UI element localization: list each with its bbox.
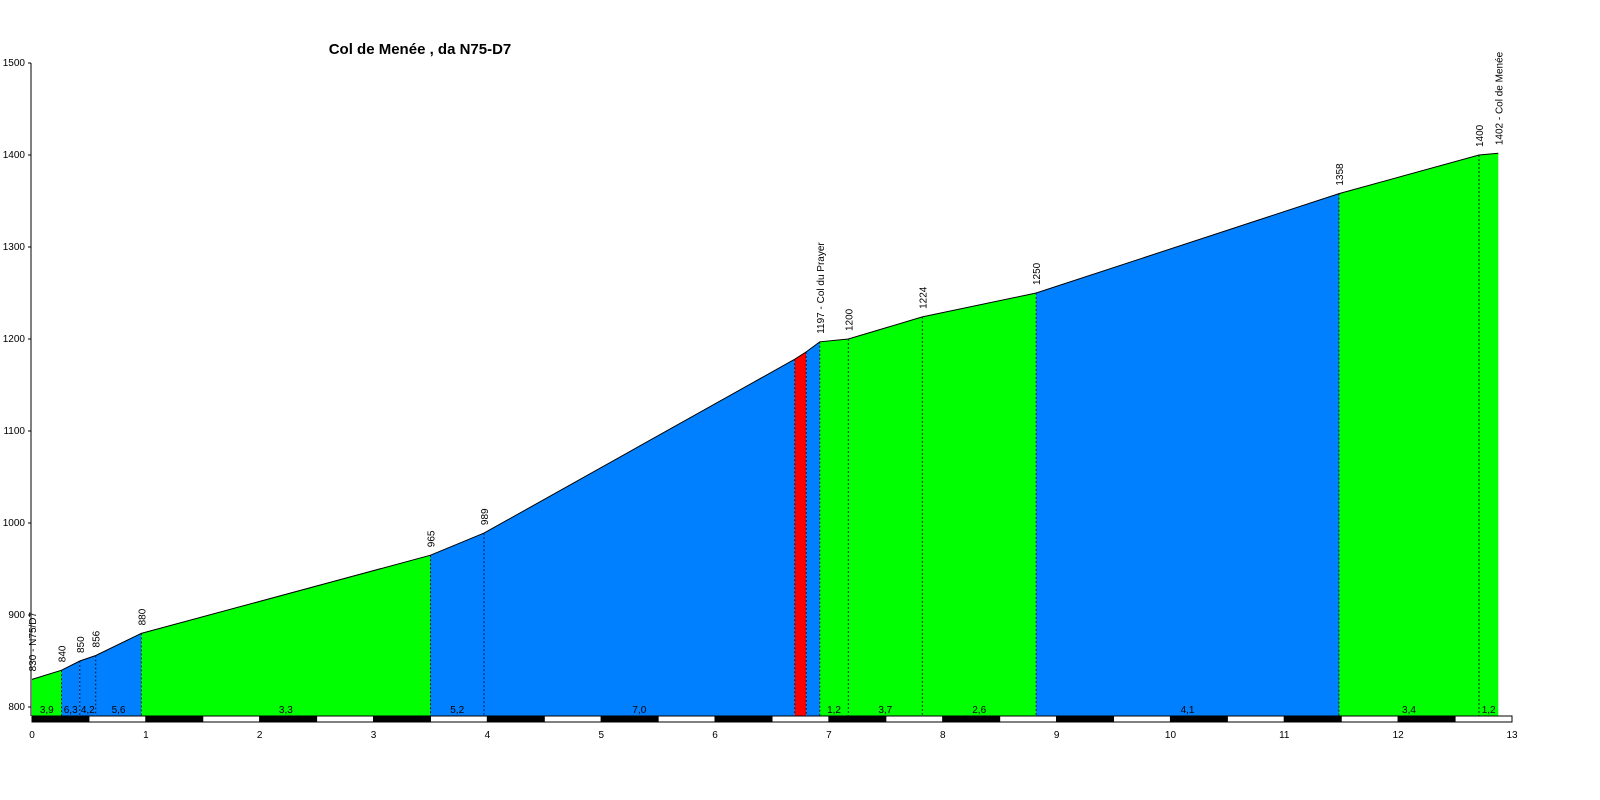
x-tick-label-7: 7 — [826, 730, 832, 741]
elevation-annotation-5: 965 — [426, 530, 437, 547]
x-axis-bar-section-16 — [942, 715, 1001, 723]
x-axis-bar-section-25 — [1454, 715, 1513, 723]
segment-grade-label-3: 5,6 — [112, 705, 126, 716]
elevation-annotation-6: 989 — [480, 508, 491, 525]
y-tick-label-1500: 1500 — [3, 58, 26, 69]
x-axis-bar-section-3 — [202, 715, 261, 723]
elevation-annotation-3: 856 — [92, 630, 103, 647]
elevation-annotation-1: 840 — [58, 645, 69, 662]
x-tick-label-10: 10 — [1165, 730, 1177, 741]
y-tick-label-1000: 1000 — [3, 518, 26, 529]
segment-grade-label-2: 4,2 — [81, 705, 95, 716]
x-axis-bar-section-22 — [1283, 715, 1342, 723]
x-axis-bar-section-11 — [657, 715, 716, 723]
segment-area-14 — [1479, 153, 1499, 716]
x-axis-bar-section-15 — [885, 715, 944, 723]
segment-area-1 — [61, 661, 80, 716]
segment-grade-label-10: 3,7 — [878, 705, 892, 716]
x-tick-label-3: 3 — [371, 730, 377, 741]
elevation-annotation-10: 1250 — [1032, 262, 1043, 285]
y-tick-label-900: 900 — [8, 610, 25, 621]
y-tick-label-1200: 1200 — [3, 334, 26, 345]
segment-area-10 — [848, 316, 923, 716]
x-axis-bar-section-8 — [486, 715, 545, 723]
elevation-annotation-11: 1358 — [1335, 163, 1346, 186]
x-axis-bar-section-23 — [1340, 715, 1399, 723]
segment-grade-label-1: 6,3 — [64, 705, 78, 716]
x-axis-bar-section-18 — [1056, 715, 1115, 723]
x-axis-bar-section-21 — [1226, 715, 1285, 723]
x-tick-label-5: 5 — [598, 730, 604, 741]
y-tick-label-1400: 1400 — [3, 150, 26, 161]
x-axis-bar-section-12 — [714, 715, 773, 723]
x-axis-bar-section-10 — [600, 715, 659, 723]
x-axis-bar-section-20 — [1169, 715, 1228, 723]
elevation-annotation-7: 1197 - Col du Prayer — [816, 242, 827, 334]
y-tick-label-800: 800 — [8, 702, 25, 713]
x-tick-label-1: 1 — [143, 730, 149, 741]
segment-area-0 — [32, 670, 62, 716]
x-axis-bar-section-1 — [88, 715, 147, 723]
elevation-annotation-2: 850 — [76, 636, 87, 653]
x-tick-label-6: 6 — [712, 730, 718, 741]
segment-area-8 — [806, 341, 820, 716]
x-axis-bar-section-14 — [828, 715, 887, 723]
segment-area-11 — [922, 293, 1037, 716]
x-tick-label-0: 0 — [29, 730, 35, 741]
y-tick-label-1100: 1100 — [3, 426, 25, 437]
x-axis-bar-section-0 — [31, 715, 90, 723]
x-axis-bar-section-24 — [1397, 715, 1456, 723]
segment-grade-label-6: 7,0 — [632, 705, 646, 716]
segment-area-7 — [794, 351, 807, 716]
segment-area-9 — [819, 339, 849, 716]
elevation-annotation-13: 1402 - Col de Menée — [1494, 51, 1505, 145]
segment-grade-label-5: 5,2 — [450, 705, 464, 716]
segment-dividers — [61, 155, 1480, 716]
segment-grade-label-11: 2,6 — [972, 705, 986, 716]
segment-area-13 — [1339, 155, 1479, 716]
elevation-annotation-4: 880 — [137, 608, 148, 625]
x-tick-label-9: 9 — [1054, 730, 1060, 741]
x-tick-label-2: 2 — [257, 730, 263, 741]
segment-area-4 — [141, 555, 431, 716]
segment-grade-label-0: 3,9 — [40, 705, 54, 716]
x-tick-label-11: 11 — [1279, 730, 1290, 741]
y-tick-label-1300: 1300 — [3, 242, 26, 253]
segment-grade-label-4: 3,3 — [279, 705, 293, 716]
profile-outline — [31, 152, 1499, 680]
elevation-annotation-9: 1224 — [918, 286, 929, 309]
segment-area-12 — [1036, 193, 1339, 717]
x-axis-bar-section-9 — [543, 715, 602, 723]
elevation-annotation-12: 1400 — [1475, 124, 1486, 147]
elevation-annotations: 830 - N75/D7 840 850 856 880 965 989 1197 - Col… — [28, 51, 1505, 671]
chart-title: Col de Menée , da N75-D7 — [329, 41, 512, 58]
elevation-annotation-8: 1200 — [844, 308, 855, 331]
x-tick-label-12: 12 — [1393, 730, 1405, 741]
x-axis-bar-section-4 — [259, 715, 318, 723]
x-axis-bar-section-17 — [999, 715, 1058, 723]
x-tick-label-4: 4 — [485, 730, 491, 741]
x-tick-label-13: 13 — [1506, 730, 1518, 741]
x-axis-bar-section-5 — [316, 715, 375, 723]
segment-area-2 — [79, 655, 96, 716]
segment-area-6 — [484, 359, 795, 716]
segment-grade-label-14: 1,2 — [1482, 705, 1496, 716]
x-axis-bar-section-6 — [373, 715, 431, 723]
x-axis-bar-section-13 — [771, 715, 830, 723]
segment-grade-labels: 3,9 6,3 4,2 5,6 3,3 5,2 7,0 1,2 3,7 2,6 4,1 3,4 1,2 — [40, 705, 1496, 716]
segment-area-3 — [95, 633, 142, 716]
profile-areas — [32, 153, 1499, 717]
segment-grade-label-12: 4,1 — [1181, 705, 1195, 716]
segment-grade-label-13: 3,4 — [1402, 705, 1416, 716]
x-axis-bar-section-7 — [429, 715, 488, 723]
elevation-annotation-0: 830 - N75/D7 — [28, 611, 39, 671]
x-axis-bar-section-19 — [1113, 715, 1171, 723]
segment-area-5 — [430, 533, 484, 716]
segment-grade-label-9: 1,2 — [827, 705, 841, 716]
x-axis-bar-section-2 — [145, 715, 204, 723]
x-tick-label-8: 8 — [940, 730, 946, 741]
